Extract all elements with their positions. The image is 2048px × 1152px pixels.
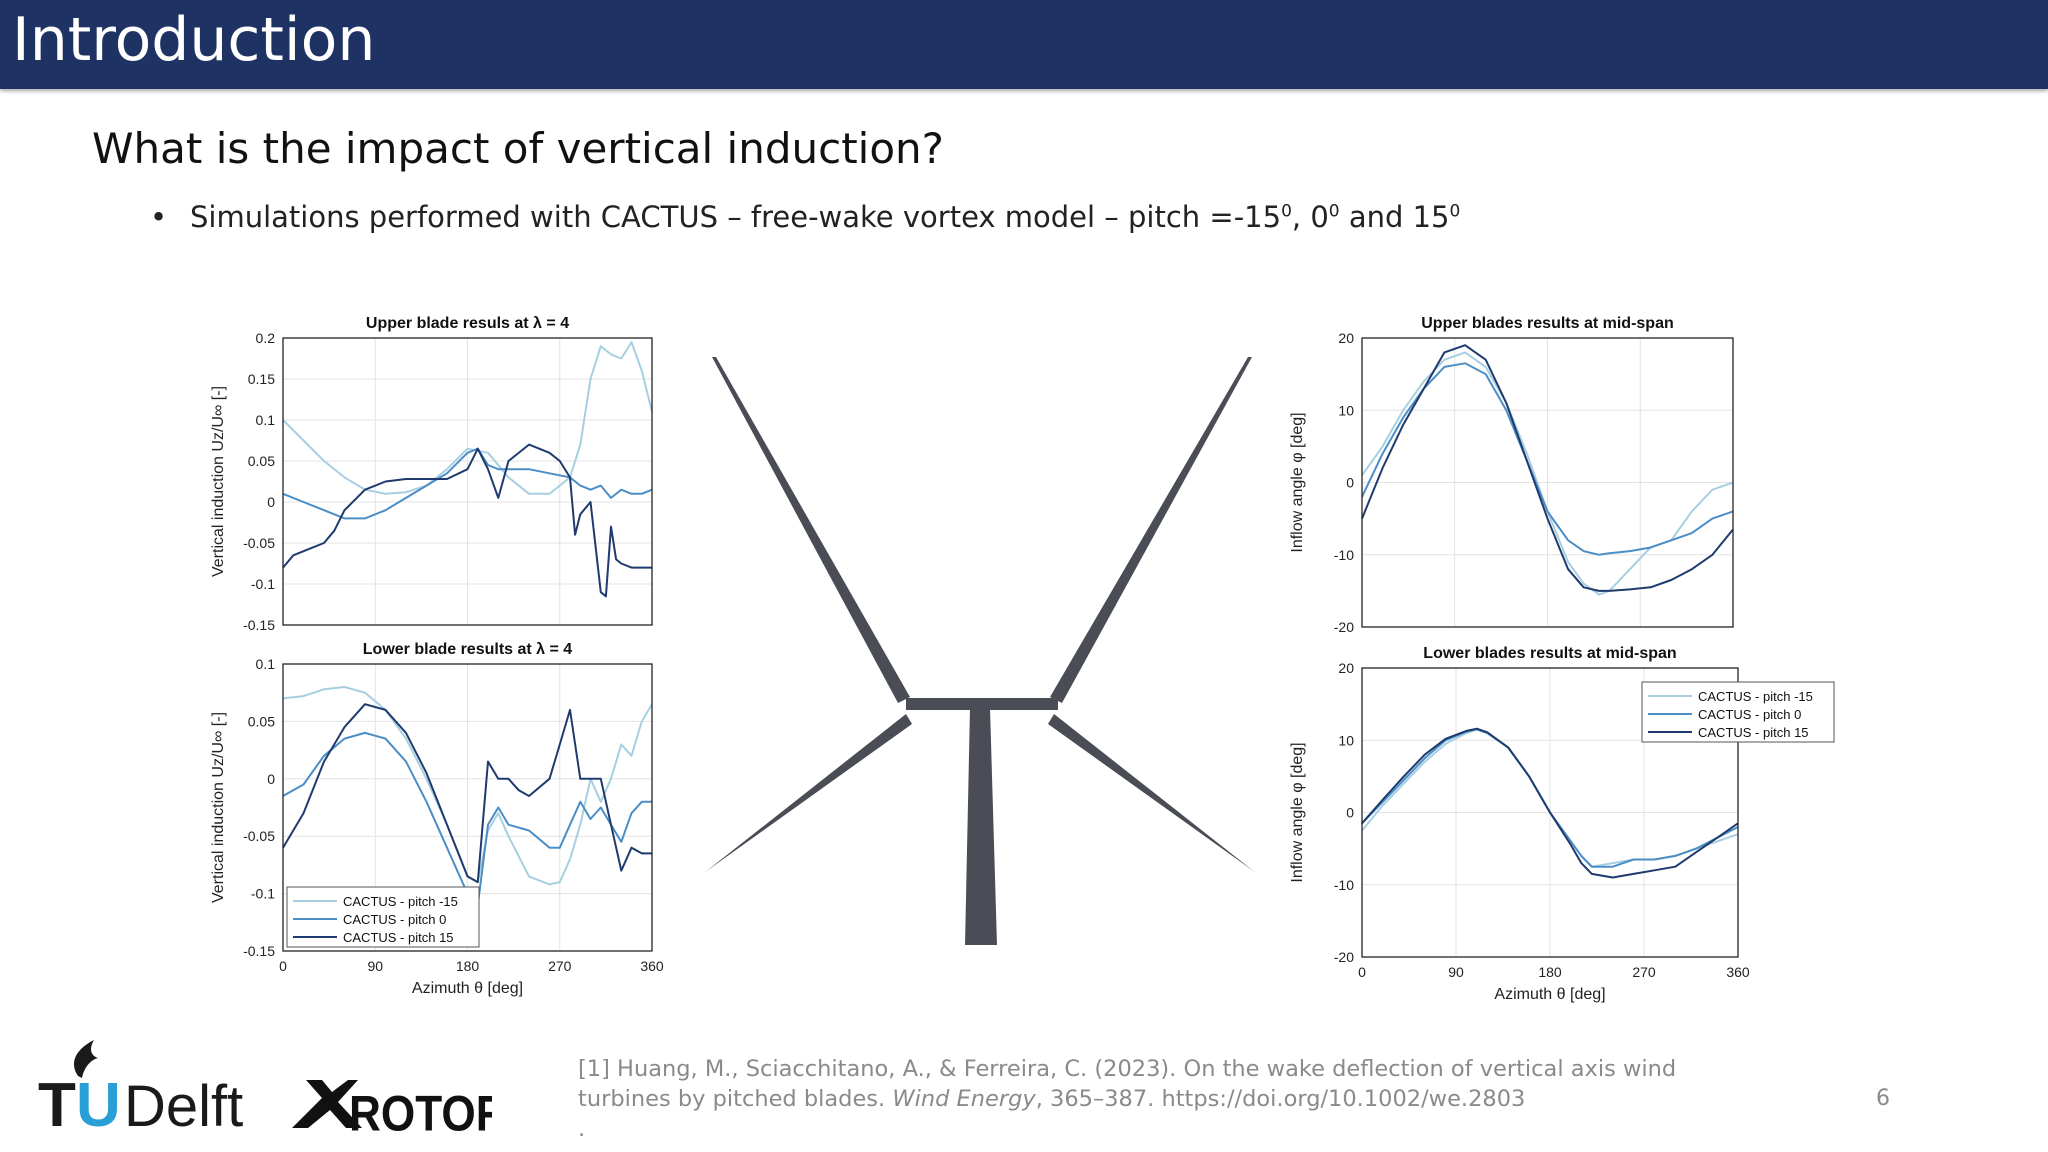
legend-entry: CACTUS - pitch 0: [343, 912, 446, 927]
series-line-1: [1361, 362, 1734, 556]
chart-title: Lower blades results at mid-span: [1423, 645, 1676, 662]
legend: CACTUS - pitch -15 CACTUS - pitch 0 CACTUS…: [1641, 681, 1835, 743]
bullet-sup-2: 0: [1328, 201, 1340, 222]
chart-lower-induction: 0.10.050-0.05-0.1-0.150 90 180 270 360Lower …: [210, 641, 664, 997]
x-tick-label: 270: [548, 958, 572, 974]
reference-citation: [1] Huang, M., Sciacchitano, A., & Ferre…: [578, 1054, 1678, 1144]
y-tick-label: -0.1: [251, 886, 275, 902]
y-tick-label: 0.1: [256, 412, 276, 428]
x-tick-label: 90: [367, 958, 383, 974]
y-axis-label: Inflow angle φ [deg]: [1289, 412, 1306, 552]
series-line-0: [282, 686, 653, 886]
xrotor-logo: ROTOR: [292, 1080, 492, 1142]
legend: CACTUS - pitch -15 CACTUS - pitch 0 CACTUS…: [286, 886, 480, 948]
x-axis-label: Azimuth θ [deg]: [412, 980, 523, 997]
x-tick-label: 0: [1358, 964, 1366, 980]
series-line-2: [1361, 727, 1739, 879]
x-tick-label: 90: [1448, 964, 1464, 980]
y-tick-label: 10: [1338, 732, 1354, 748]
page-number: 6: [1876, 1086, 1890, 1111]
tudelft-logo-t: T: [38, 1071, 76, 1136]
y-tick-label: -0.05: [243, 828, 275, 844]
y-tick-label: -10: [1334, 877, 1354, 893]
legend-entry: CACTUS - pitch -15: [343, 894, 458, 909]
bullet-text-mid1: , 0: [1291, 200, 1329, 234]
series-line-2: [282, 443, 652, 598]
y-tick-label: 0: [1346, 805, 1354, 821]
y-tick-label: -20: [1334, 949, 1354, 965]
bullet-sup-3: 0: [1449, 201, 1461, 222]
plot-frame: [282, 337, 653, 626]
chart-upper-induction: 0.2 0.15 0.1 0.05 0 -0.05 -0.1 -0.15 Upper blade…: [210, 315, 653, 633]
chart-title: Lower blade results at λ = 4: [363, 641, 573, 658]
bullet-text: Simulations performed with CACTUS – free…: [190, 200, 1460, 234]
legend-entry: CACTUS - pitch 0: [1698, 707, 1801, 722]
chart-title: Upper blade resuls at λ = 4: [366, 315, 569, 332]
y-tick-label: -0.05: [243, 535, 275, 551]
reference-line-2-pre: turbines by pitched blades.: [578, 1086, 893, 1112]
y-tick-label: -0.15: [243, 943, 275, 959]
tudelft-logo: T U Delft: [38, 1040, 243, 1136]
legend-entry: CACTUS - pitch -15: [1698, 689, 1813, 704]
y-tick-label: -0.15: [243, 617, 275, 633]
series-line-1: [282, 731, 652, 907]
y-tick-label: 0: [1346, 475, 1354, 491]
y-tick-label: -10: [1334, 547, 1354, 563]
bullet-dot-icon: •: [150, 200, 168, 234]
plot-frame: [1361, 667, 1739, 958]
y-tick-label: 0.05: [248, 453, 275, 469]
slide-subtitle: What is the impact of vertical induction…: [92, 124, 944, 173]
y-tick-label: 10: [1338, 402, 1354, 418]
bullet-sup-1: 0: [1281, 201, 1292, 222]
reference-journal: Wind Energy: [892, 1086, 1036, 1112]
y-tick-label: 0.1: [256, 656, 276, 672]
y-axis-label: Inflow angle φ [deg]: [1289, 742, 1306, 882]
legend-entry: CACTUS - pitch 15: [343, 930, 454, 945]
series-line-1: [282, 447, 653, 520]
x-tick-label: 180: [456, 958, 480, 974]
y-tick-label: 0.15: [248, 371, 275, 387]
y-tick-label: 20: [1338, 660, 1354, 676]
xrotor-logo-text: ROTOR: [349, 1086, 492, 1142]
tudelft-logo-delft: Delft: [124, 1074, 243, 1136]
x-tick-label: 360: [1726, 964, 1750, 980]
y-tick-label: 0.05: [248, 713, 275, 729]
bullet-text-main: Simulations performed with CACTUS – free…: [190, 200, 1282, 234]
x-tick-label: 270: [1632, 964, 1656, 980]
bullet-text-mid2: and 15: [1339, 200, 1450, 234]
chart-upper-inflow: 20 10 0 -10 -20 Upper blades results at mid-s…: [1289, 315, 1734, 635]
chart-title: Upper blades results at mid-span: [1421, 315, 1674, 332]
reference-line-3: .: [578, 1116, 586, 1142]
x-tick-label: 180: [1538, 964, 1562, 980]
y-axis-label: Vertical induction Uz/U∞ [-]: [210, 712, 227, 903]
plot-frame: [282, 663, 653, 952]
y-tick-label: -0.1: [251, 576, 275, 592]
y-tick-label: 0.2: [256, 330, 276, 346]
title-bar: Introduction: [0, 0, 2048, 89]
reference-line-2: turbines by pitched blades. Wind Energy,…: [578, 1084, 1678, 1114]
reference-line-2-post: , 365–387. https://doi.org/10.1002/we.28…: [1035, 1086, 1526, 1112]
y-tick-label: -20: [1334, 619, 1354, 635]
flame-icon: [73, 1040, 98, 1078]
legend-entry: CACTUS - pitch 15: [1698, 725, 1809, 740]
y-tick-label: 20: [1338, 330, 1354, 346]
series-line-2: [1361, 344, 1734, 592]
x-tick-label: 0: [279, 958, 287, 974]
x-tick-label: 360: [640, 958, 664, 974]
series-line-2: [282, 703, 652, 884]
tudelft-logo-u: U: [76, 1071, 121, 1136]
slide-title: Introduction: [12, 5, 376, 75]
xrotor-x-icon: [292, 1080, 362, 1128]
x-axis-label: Azimuth θ [deg]: [1494, 986, 1605, 1003]
series-line-0: [282, 341, 653, 495]
y-tick-label: 0: [267, 771, 275, 787]
y-axis-label: Vertical induction Uz/U∞ [-]: [210, 386, 227, 577]
plot-frame: [1361, 337, 1734, 628]
reference-line-1: [1] Huang, M., Sciacchitano, A., & Ferre…: [578, 1056, 1677, 1082]
y-tick-label: 0: [267, 494, 275, 510]
